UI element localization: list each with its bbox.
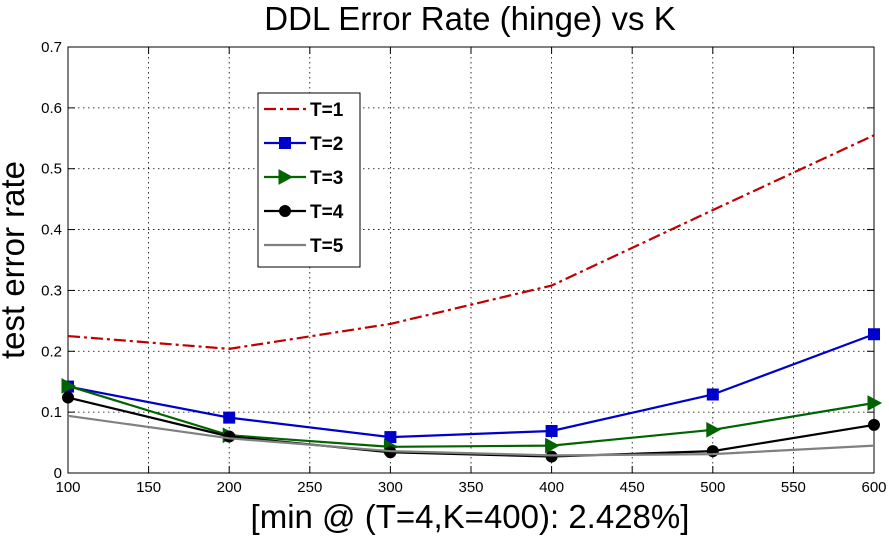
legend-marker bbox=[279, 137, 291, 149]
series-t1 bbox=[67, 134, 875, 350]
y-tick-label: 0.7 bbox=[41, 39, 62, 56]
x-tick-label: 250 bbox=[297, 479, 322, 496]
legend-label: T=2 bbox=[310, 134, 343, 155]
series-line bbox=[67, 414, 875, 457]
x-tick-label: 150 bbox=[136, 479, 161, 496]
series-t3 bbox=[61, 378, 883, 455]
legend-box bbox=[257, 92, 361, 268]
data-point bbox=[223, 430, 236, 443]
legend-label: T=4 bbox=[310, 202, 344, 223]
x-tick-label: 100 bbox=[55, 479, 80, 496]
series-line bbox=[67, 384, 875, 448]
data-point bbox=[545, 425, 558, 438]
data-point bbox=[62, 391, 74, 404]
data-point bbox=[384, 446, 397, 459]
x-tick-label: 450 bbox=[620, 479, 645, 496]
y-tick-label: 0.4 bbox=[41, 222, 62, 239]
chart-title: DDL Error Rate (hinge) vs K bbox=[264, 0, 675, 37]
series-line bbox=[67, 134, 875, 350]
y-tick-label: 0.3 bbox=[41, 282, 62, 299]
x-tick-label: 350 bbox=[458, 479, 483, 496]
legend: T=1 T=2 T=3 T=4 T=5 bbox=[257, 92, 361, 268]
x-axis-ticks: 100 150 200 250 300 350 400 450 500 550 600 bbox=[55, 47, 887, 496]
data-point bbox=[61, 378, 77, 394]
x-axis-label: [min @ (T=4,K=400): 2.428%] bbox=[251, 498, 690, 535]
data-point bbox=[868, 418, 880, 431]
data-point bbox=[706, 421, 721, 438]
y-tick-label: 0 bbox=[54, 465, 62, 482]
data-point bbox=[223, 411, 236, 424]
y-axis-label: test error rate bbox=[0, 161, 31, 359]
legend-label: T=5 bbox=[310, 236, 344, 257]
grid-lines bbox=[68, 47, 874, 473]
x-tick-label: 400 bbox=[539, 479, 564, 496]
series-t4 bbox=[62, 391, 880, 463]
data-point bbox=[706, 388, 719, 401]
series-line bbox=[67, 333, 875, 439]
legend-label: T=3 bbox=[310, 168, 343, 189]
y-tick-label: 0.2 bbox=[41, 343, 62, 360]
data-point bbox=[868, 328, 880, 341]
y-tick-label: 0.5 bbox=[41, 161, 62, 178]
y-tick-label: 0.6 bbox=[41, 100, 62, 117]
legend-marker bbox=[279, 205, 291, 217]
y-tick-label: 0.1 bbox=[41, 404, 62, 421]
x-tick-label: 600 bbox=[861, 479, 886, 496]
series-group bbox=[61, 134, 883, 463]
series-line bbox=[67, 396, 875, 458]
x-tick-label: 200 bbox=[217, 479, 242, 496]
legend-label: T=1 bbox=[310, 100, 344, 121]
x-tick-label: 500 bbox=[700, 479, 725, 496]
data-point bbox=[545, 437, 560, 454]
legend-marker bbox=[278, 169, 294, 185]
y-axis-ticks: 0 0.1 0.2 0.3 0.4 0.5 0.6 0.7 bbox=[41, 39, 874, 482]
series-t5 bbox=[67, 414, 875, 457]
x-tick-label: 550 bbox=[781, 479, 806, 496]
data-point bbox=[545, 450, 558, 463]
data-point bbox=[867, 395, 883, 411]
x-tick-label: 300 bbox=[378, 479, 403, 496]
